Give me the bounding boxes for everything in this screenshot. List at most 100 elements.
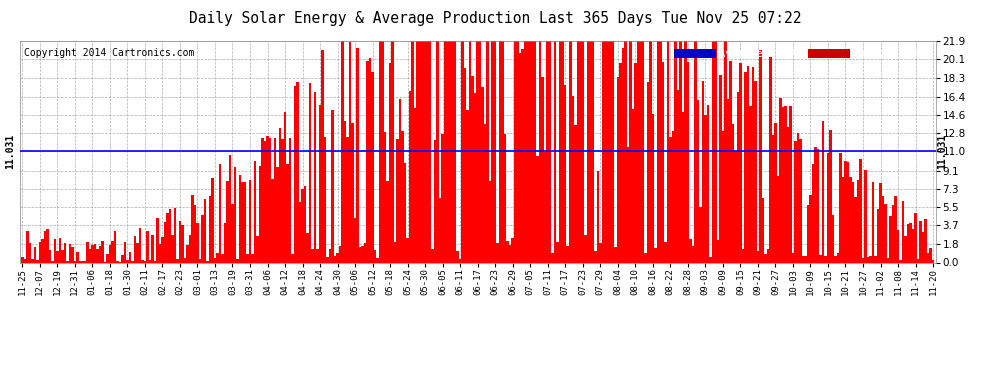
Bar [464, 68, 466, 262]
Legend: Average  (kWh), Daily  (kWh): Average (kWh), Daily (kWh) [672, 46, 931, 61]
Bar [401, 131, 404, 262]
Bar [204, 199, 206, 262]
Bar [874, 256, 877, 262]
Bar [842, 177, 844, 262]
Bar [163, 222, 166, 262]
Bar [751, 67, 754, 262]
Text: 11.031: 11.031 [938, 134, 947, 169]
Bar [29, 243, 31, 262]
Bar [909, 223, 912, 262]
Bar [899, 260, 902, 262]
Bar [351, 123, 353, 262]
Bar [599, 243, 602, 262]
Bar [409, 91, 412, 262]
Bar [892, 206, 894, 262]
Bar [504, 134, 507, 262]
Bar [854, 197, 856, 262]
Bar [116, 261, 119, 262]
Bar [256, 236, 258, 262]
Bar [99, 246, 101, 262]
Bar [44, 231, 47, 262]
Bar [291, 254, 294, 262]
Bar [782, 107, 784, 262]
Bar [617, 77, 619, 262]
Bar [749, 106, 751, 262]
Bar [39, 242, 41, 262]
Bar [309, 84, 311, 262]
Bar [316, 249, 319, 262]
Bar [882, 196, 884, 262]
Bar [837, 253, 840, 262]
Bar [114, 231, 116, 262]
Bar [764, 254, 766, 262]
Bar [697, 100, 699, 262]
Bar [654, 248, 656, 262]
Bar [106, 254, 109, 262]
Bar [124, 242, 126, 262]
Bar [36, 260, 39, 262]
Bar [661, 62, 664, 262]
Bar [276, 166, 279, 262]
Bar [121, 255, 124, 262]
Bar [271, 179, 274, 262]
Bar [376, 258, 379, 262]
Bar [671, 130, 674, 262]
Bar [707, 105, 709, 262]
Bar [306, 233, 309, 262]
Bar [692, 246, 694, 262]
Bar [825, 256, 827, 262]
Bar [814, 147, 817, 262]
Bar [879, 183, 882, 262]
Bar [719, 75, 722, 262]
Bar [111, 241, 114, 262]
Bar [502, 41, 504, 262]
Bar [594, 251, 597, 262]
Bar [406, 237, 409, 262]
Bar [63, 243, 66, 262]
Bar [556, 242, 559, 262]
Bar [211, 178, 214, 262]
Bar [684, 41, 687, 262]
Bar [607, 41, 609, 262]
Bar [396, 138, 399, 262]
Bar [915, 213, 917, 262]
Bar [156, 218, 158, 262]
Bar [844, 161, 846, 262]
Bar [729, 61, 732, 262]
Bar [244, 182, 247, 262]
Bar [327, 257, 329, 262]
Bar [58, 238, 61, 262]
Bar [709, 257, 712, 262]
Bar [925, 219, 927, 262]
Bar [294, 86, 296, 262]
Bar [134, 236, 137, 262]
Bar [651, 114, 654, 262]
Bar [649, 41, 651, 262]
Bar [41, 240, 44, 262]
Bar [589, 41, 591, 262]
Bar [584, 235, 586, 262]
Bar [546, 41, 549, 262]
Bar [679, 41, 681, 262]
Bar [332, 110, 334, 262]
Bar [754, 81, 756, 262]
Bar [849, 177, 851, 262]
Bar [268, 138, 271, 262]
Bar [766, 249, 769, 262]
Bar [96, 249, 99, 262]
Bar [619, 63, 622, 262]
Bar [872, 182, 874, 262]
Bar [394, 242, 396, 262]
Bar [53, 239, 56, 262]
Bar [537, 156, 539, 262]
Bar [109, 245, 111, 262]
Bar [840, 153, 842, 262]
Bar [627, 147, 629, 262]
Bar [907, 224, 909, 262]
Bar [689, 239, 692, 262]
Bar [864, 170, 866, 262]
Bar [266, 136, 268, 262]
Bar [219, 164, 221, 262]
Bar [656, 41, 659, 262]
Bar [148, 260, 151, 262]
